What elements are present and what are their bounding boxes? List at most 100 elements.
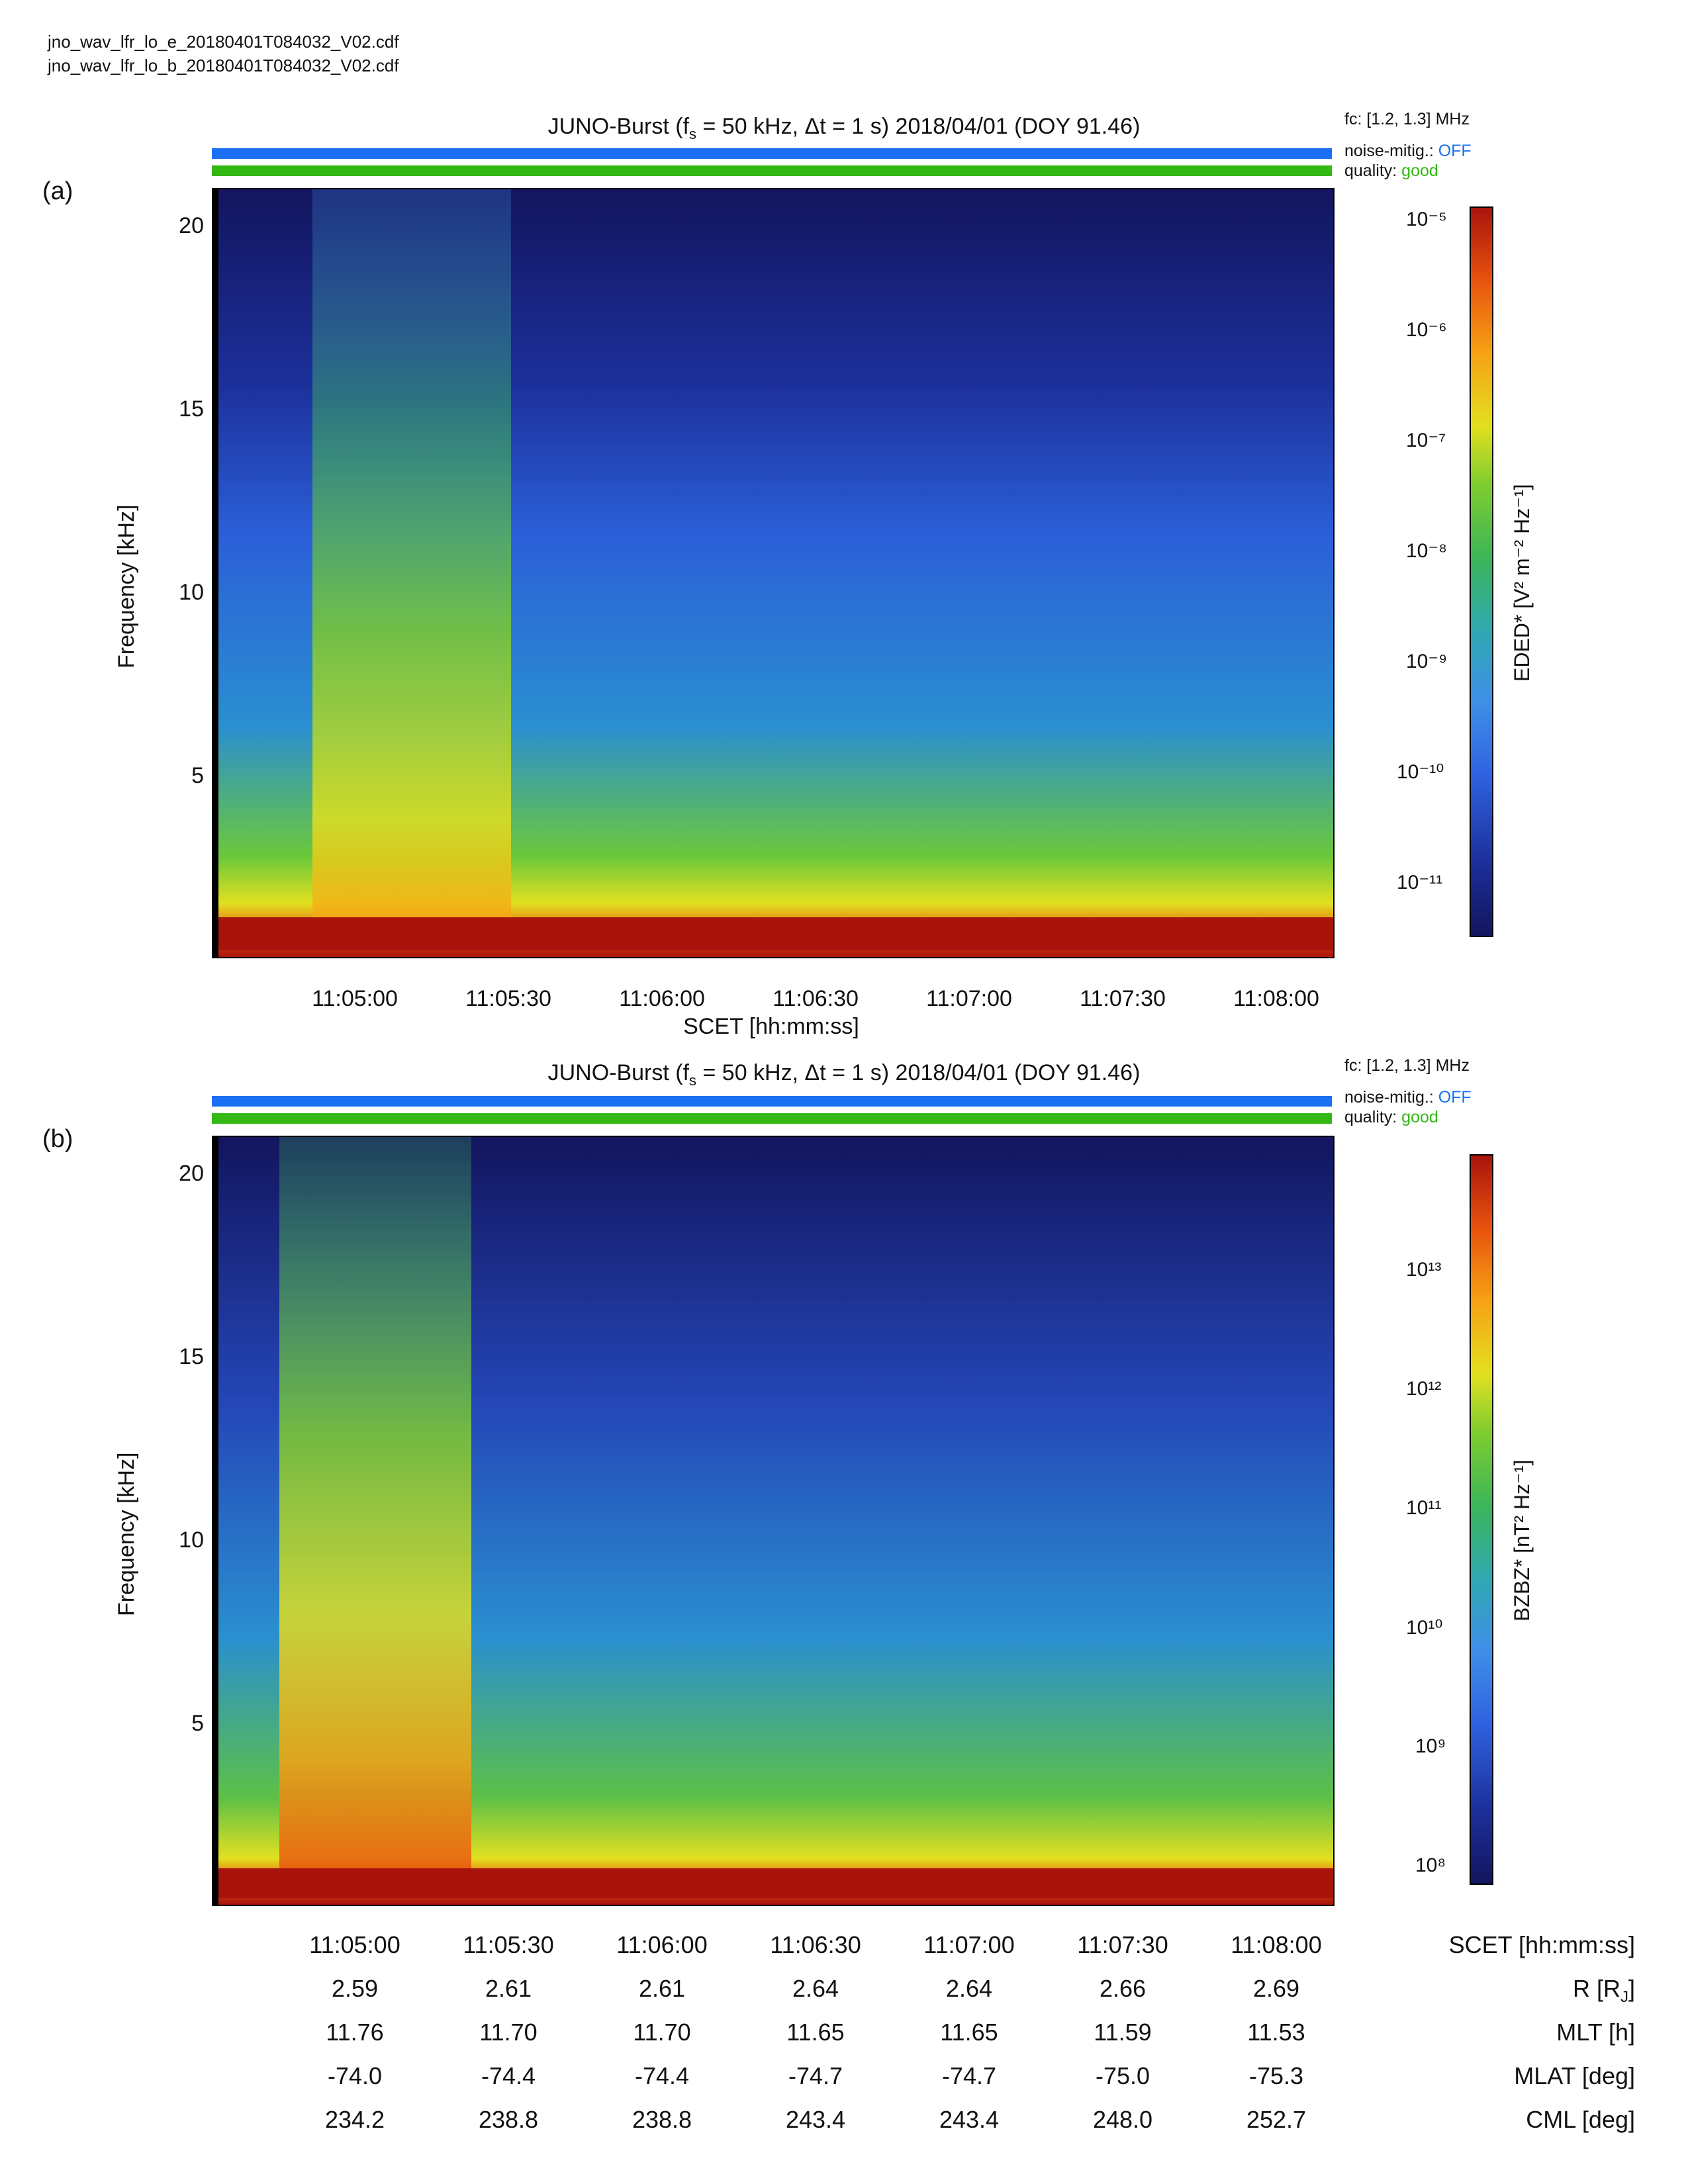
- panel-b-quality-bar: [212, 1113, 1332, 1124]
- panel-a-quality-bar: [212, 165, 1332, 176]
- eph-mlat: -75.0: [1095, 2062, 1150, 2089]
- panel-b-cb-tick: 10⁸: [1415, 1854, 1446, 1876]
- panel-b-cb-tick: 10⁹: [1415, 1735, 1446, 1757]
- eph-r: 2.64: [945, 1975, 993, 2002]
- panel-a-cb-tick: 10⁻¹¹: [1397, 872, 1443, 893]
- panel-a-noise-bar: [212, 148, 1332, 159]
- eph-mlat: -75.3: [1248, 2062, 1304, 2089]
- eph-label-scet: SCET [hh:mm:ss]: [1448, 1931, 1635, 1958]
- eph-r: 2.66: [1099, 1975, 1147, 2002]
- eph-scet: 11:06:30: [770, 1931, 861, 1958]
- panel-b-cb-label: BZBZ* [nT² Hz⁻¹]: [1510, 1459, 1534, 1621]
- panel-a-title: JUNO-Burst (fs = 50 kHz, Δt = 1 s) 2018/…: [547, 114, 1141, 142]
- eph-mlat: -74.0: [327, 2062, 383, 2089]
- panel-a-xtick: 11:06:00: [619, 986, 705, 1011]
- panel-a-colorbar: [1470, 206, 1493, 937]
- panel-a-xtick: 11:05:30: [465, 986, 551, 1011]
- panel-a-ytick-15: 15: [179, 396, 204, 422]
- eph-cml: 243.4: [785, 2106, 846, 2133]
- eph-mlat: -74.7: [941, 2062, 997, 2089]
- panel-b-quality-label: quality: good: [1344, 1108, 1438, 1126]
- panel-b-ytick-20: 20: [179, 1161, 204, 1186]
- panel-b-noise-value: OFF: [1438, 1088, 1472, 1107]
- panel-a-ytick-5: 5: [191, 763, 204, 788]
- file-name-b: jno_wav_lfr_lo_b_20180401T084032_V02.cdf: [48, 56, 399, 75]
- panel-a-xlabel: SCET [hh:mm:ss]: [683, 1014, 859, 1039]
- eph-cml: 248.0: [1092, 2106, 1153, 2133]
- panel-a-ytick-20: 20: [179, 213, 204, 238]
- panel-b-ytick-5: 5: [191, 1711, 204, 1736]
- panel-b-lowfreq-band: [213, 1868, 1333, 1898]
- panel-a-ytick-10: 10: [179, 580, 204, 605]
- eph-cml: 234.2: [324, 2106, 385, 2133]
- eph-mlat: -74.7: [788, 2062, 843, 2089]
- panel-b-cb-tick: 10¹⁰: [1406, 1617, 1443, 1639]
- panel-a-cb-tick: 10⁻⁶: [1406, 319, 1447, 341]
- eph-scet: 11:07:00: [923, 1931, 1015, 1958]
- eph-r: 2.59: [331, 1975, 379, 2002]
- panel-a-burst-region: [312, 189, 511, 931]
- eph-mlat: -74.4: [634, 2062, 690, 2089]
- panel-a-ylabel: Frequency [kHz]: [114, 504, 139, 668]
- eph-mlt: 11.65: [940, 2019, 998, 2046]
- eph-mlt: 11.70: [479, 2019, 538, 2046]
- panel-a-cb-tick: 10⁻¹⁰: [1397, 761, 1444, 783]
- eph-r: 2.69: [1252, 1975, 1300, 2002]
- eph-mlt: 11.70: [633, 2019, 691, 2046]
- panel-a-noise-label: noise-mitig.: OFF: [1344, 142, 1472, 160]
- panel-b-quality-value: good: [1401, 1108, 1438, 1126]
- panel-b-cb-tick: 10¹³: [1406, 1259, 1442, 1281]
- panel-a-spectrogram: [212, 188, 1335, 958]
- panel-a-quality-value: good: [1401, 161, 1438, 180]
- panel-a-xtick: 11:07:00: [926, 986, 1012, 1011]
- panel-b-title: JUNO-Burst (fs = 50 kHz, Δt = 1 s) 2018/…: [547, 1060, 1141, 1089]
- panel-a-xtick: 11:05:00: [312, 986, 398, 1011]
- panel-a-lowfreq-band: [213, 917, 1333, 950]
- panel-b-ytick-15: 15: [179, 1344, 204, 1369]
- panel-a-quality-label: quality: good: [1344, 161, 1438, 180]
- eph-r: 2.64: [792, 1975, 839, 2002]
- panel-b-cb-tick: 10¹¹: [1406, 1497, 1442, 1519]
- panel-a-left-edge: [213, 189, 218, 957]
- panel-b-noise-bar: [212, 1096, 1332, 1107]
- eph-r: 2.61: [485, 1975, 532, 2002]
- panel-a-cb-tick: 10⁻⁵: [1406, 208, 1447, 230]
- panel-a-xtick: 11:08:00: [1233, 986, 1319, 1011]
- panel-b-spectrogram: [212, 1136, 1335, 1906]
- eph-cml: 243.4: [939, 2106, 1000, 2133]
- panel-b-cb-tick: 10¹²: [1406, 1378, 1442, 1400]
- panel-b-noise-label: noise-mitig.: OFF: [1344, 1088, 1472, 1107]
- panel-a-xtick: 11:07:30: [1080, 986, 1166, 1011]
- panel-b-ytick-10: 10: [179, 1527, 204, 1553]
- file-name-e: jno_wav_lfr_lo_e_20180401T084032_V02.cdf: [48, 32, 399, 52]
- eph-cml: 238.8: [478, 2106, 539, 2133]
- eph-label-mlt: MLT [h]: [1556, 2019, 1635, 2046]
- panel-b-fc-label: fᴄ: [1.2, 1.3] MHz: [1344, 1056, 1470, 1075]
- eph-scet: 11:06:00: [616, 1931, 708, 1958]
- panel-a-noise-value: OFF: [1438, 142, 1472, 160]
- panel-b-burst-region: [279, 1137, 471, 1872]
- panel-a-fc-label: fᴄ: [1.2, 1.3] MHz: [1344, 110, 1470, 128]
- panel-b-letter: (b): [42, 1125, 73, 1153]
- eph-r: 2.61: [638, 1975, 686, 2002]
- eph-scet: 11:05:30: [463, 1931, 554, 1958]
- panel-b-ylabel: Frequency [kHz]: [114, 1452, 139, 1616]
- panel-b-spectrogram-svg: [213, 1137, 1333, 1905]
- eph-mlt: 11.59: [1094, 2019, 1152, 2046]
- panel-a-letter: (a): [42, 177, 73, 205]
- panel-b-left-edge: [213, 1137, 218, 1905]
- eph-label-mlat: MLAT [deg]: [1514, 2062, 1635, 2089]
- panel-a-xtick: 11:06:30: [773, 986, 859, 1011]
- panel-a-cb-tick: 10⁻⁹: [1406, 651, 1448, 672]
- eph-cml: 238.8: [632, 2106, 692, 2133]
- eph-scet: 11:08:00: [1231, 1931, 1322, 1958]
- eph-cml: 252.7: [1246, 2106, 1307, 2133]
- eph-label-r: R [RJ]: [1572, 1975, 1635, 2007]
- eph-scet: 11:05:00: [309, 1931, 400, 1958]
- eph-scet: 11:07:30: [1077, 1931, 1168, 1958]
- panel-a-cb-tick: 10⁻⁸: [1406, 540, 1447, 562]
- eph-mlt: 11.53: [1247, 2019, 1305, 2046]
- panel-a-spectrogram-svg: [213, 189, 1333, 957]
- eph-label-cml: CML [deg]: [1526, 2106, 1635, 2133]
- eph-mlat: -74.4: [481, 2062, 536, 2089]
